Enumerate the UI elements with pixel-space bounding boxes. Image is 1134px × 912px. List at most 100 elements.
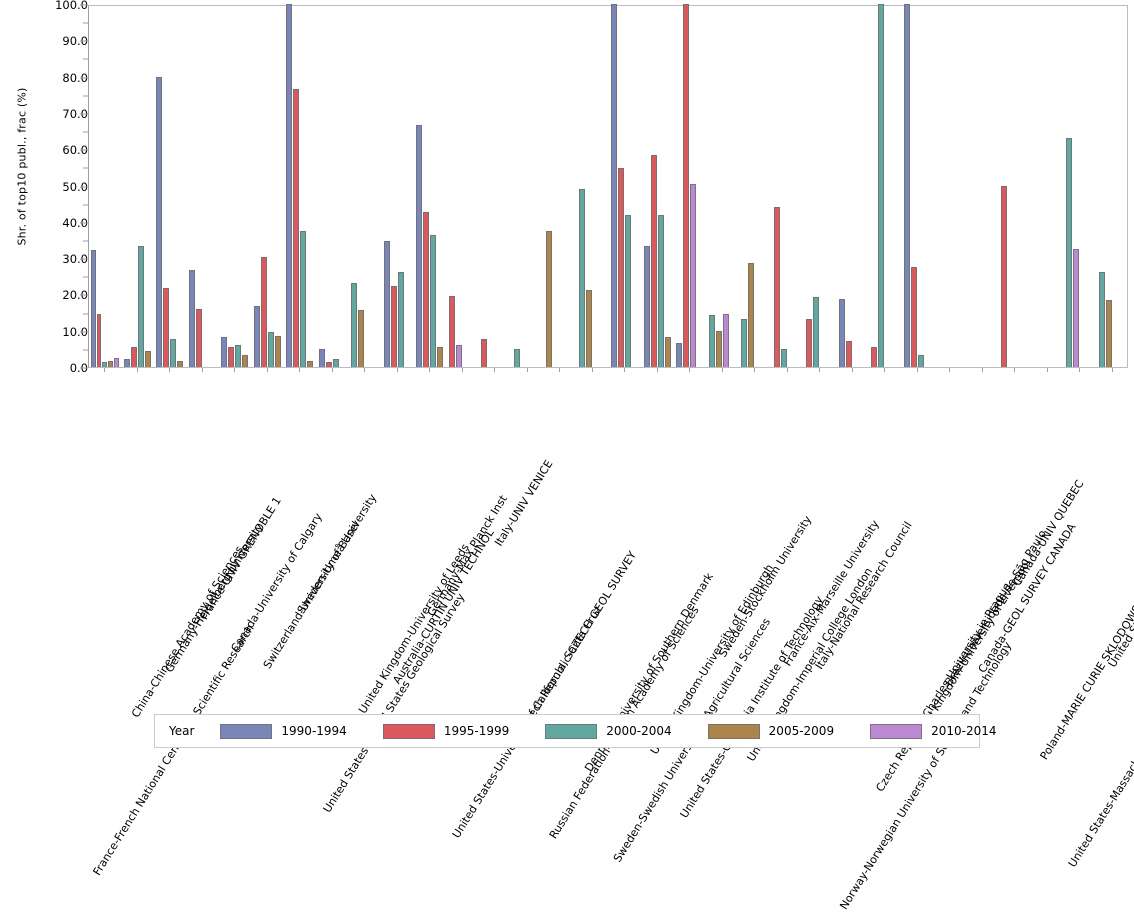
legend-entry[interactable]: 1990-1994	[220, 723, 347, 739]
bar[interactable]	[773, 206, 780, 367]
bar[interactable]	[163, 287, 169, 367]
x-tick-label: United States-California Institute of Te…	[678, 374, 963, 821]
x-tick-mark	[851, 368, 853, 372]
bar[interactable]	[130, 346, 137, 367]
bar[interactable]	[221, 337, 227, 367]
bar[interactable]	[845, 341, 852, 367]
bar[interactable]	[715, 330, 722, 367]
bar[interactable]	[293, 89, 299, 367]
x-tick-mark	[591, 368, 593, 372]
bar[interactable]	[1098, 272, 1105, 367]
bar[interactable]	[585, 289, 592, 367]
x-tick-mark	[754, 368, 756, 372]
bar[interactable]	[838, 298, 845, 367]
bar[interactable]	[108, 361, 113, 367]
plot-area	[88, 4, 1128, 368]
bar[interactable]	[332, 359, 339, 367]
bar[interactable]	[708, 315, 715, 367]
bar[interactable]	[722, 314, 729, 367]
bar[interactable]	[300, 230, 306, 367]
bar[interactable]	[228, 346, 234, 367]
legend-entry[interactable]: 1995-1999	[382, 723, 509, 739]
x-tick-label-text: Italy-National Research Council	[812, 519, 915, 672]
bar[interactable]	[437, 346, 443, 367]
bar[interactable]	[144, 351, 151, 367]
bar[interactable]	[871, 346, 877, 367]
bar[interactable]	[650, 155, 657, 367]
bar[interactable]	[741, 319, 747, 367]
bar[interactable]	[903, 4, 910, 367]
bar[interactable]	[235, 345, 241, 367]
bar-group	[188, 6, 218, 367]
bar[interactable]	[481, 339, 487, 367]
bar[interactable]	[253, 306, 260, 367]
bar[interactable]	[878, 4, 884, 367]
bar[interactable]	[91, 249, 96, 367]
legend-entry[interactable]: 2000-2004	[545, 723, 672, 739]
bar[interactable]	[748, 262, 754, 367]
bar[interactable]	[188, 269, 195, 367]
bar[interactable]	[513, 349, 520, 367]
bar[interactable]	[307, 360, 313, 367]
bar[interactable]	[96, 314, 102, 367]
bar[interactable]	[917, 354, 924, 367]
bar-group	[741, 6, 770, 367]
bar[interactable]	[286, 4, 292, 367]
legend-entry[interactable]: 2010-2014	[870, 723, 997, 739]
bar[interactable]	[676, 343, 682, 367]
bar[interactable]	[1066, 137, 1072, 367]
bar[interactable]	[1105, 300, 1112, 367]
bar[interactable]	[242, 354, 248, 367]
bar[interactable]	[102, 362, 108, 367]
bar[interactable]	[455, 345, 462, 367]
bar[interactable]	[683, 4, 689, 367]
bar-group	[318, 6, 348, 367]
x-tick-label-text: Norway-Norwegian University of Science a…	[837, 639, 1014, 912]
bar[interactable]	[267, 332, 274, 367]
bar[interactable]	[274, 336, 281, 367]
bar[interactable]	[664, 336, 671, 367]
bar[interactable]	[423, 212, 429, 367]
bar[interactable]	[351, 282, 357, 367]
bar[interactable]	[416, 124, 422, 367]
x-tick-label-text: United Kingdom-University of Leeds	[356, 541, 473, 716]
bar[interactable]	[170, 339, 176, 367]
x-tick-label: Switzerland-University of Basel	[261, 374, 453, 671]
bar[interactable]	[137, 246, 144, 367]
bar[interactable]	[625, 215, 631, 367]
bar[interactable]	[113, 358, 119, 367]
bar[interactable]	[690, 184, 696, 367]
bar[interactable]	[611, 4, 617, 367]
bar[interactable]	[318, 348, 325, 367]
bar[interactable]	[448, 295, 455, 367]
bar[interactable]	[383, 241, 390, 367]
bar[interactable]	[156, 76, 162, 367]
bar[interactable]	[123, 359, 130, 367]
bar[interactable]	[325, 361, 332, 367]
bar[interactable]	[390, 286, 397, 367]
bar[interactable]	[397, 271, 404, 367]
bar[interactable]	[813, 296, 819, 367]
bar[interactable]	[657, 215, 664, 367]
x-tick-mark	[559, 368, 561, 372]
x-tick-mark	[721, 368, 723, 372]
bar[interactable]	[1001, 185, 1007, 367]
bar[interactable]	[780, 348, 787, 367]
bar[interactable]	[260, 257, 267, 367]
legend-entry[interactable]: 2005-2009	[707, 723, 834, 739]
x-tick-label-text: Canada-University of Calgary	[228, 510, 326, 655]
bar[interactable]	[806, 318, 812, 367]
bar[interactable]	[910, 267, 917, 367]
legend-swatch	[707, 723, 760, 739]
bar[interactable]	[643, 246, 650, 367]
bar[interactable]	[177, 360, 183, 367]
x-tick-label: United Kingdom-University of Liverpool	[908, 374, 1134, 747]
bar[interactable]	[618, 168, 624, 367]
bar[interactable]	[546, 230, 552, 367]
bar[interactable]	[430, 234, 436, 367]
x-tick-mark	[266, 368, 268, 372]
bar[interactable]	[578, 189, 585, 367]
bar[interactable]	[1073, 249, 1079, 367]
bar[interactable]	[195, 309, 202, 367]
bar[interactable]	[358, 309, 364, 367]
